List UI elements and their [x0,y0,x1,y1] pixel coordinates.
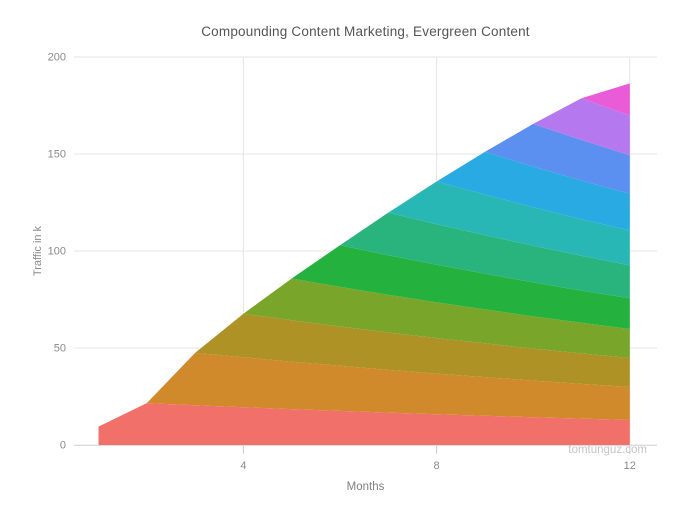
y-tick-label: 100 [48,246,66,258]
x-tick-label: 12 [624,460,636,472]
area-band-cohort-month-3 [195,313,630,387]
area-band-cohort-month-2 [146,352,630,420]
area-band-cohort-month-5 [291,245,630,329]
chart-title: Compounding Content Marketing, Evergreen… [201,24,530,39]
area-band-cohort-month-6 [340,212,630,299]
x-tick-label: 4 [240,460,246,472]
x-axis-title: Months [346,481,385,493]
area-band-cohort-month-11 [581,83,630,116]
area-band-cohort-month-9 [484,123,630,194]
area-band-cohort-month-7 [388,181,630,266]
area-band-cohort-month-1 [98,403,630,445]
y-tick-label: 150 [48,149,66,161]
area-band-cohort-month-4 [243,278,630,359]
y-tick-label: 0 [60,440,66,452]
x-tick-label: 8 [434,460,440,472]
area-band-cohort-month-10 [533,98,630,156]
y-tick-label: 50 [54,343,66,355]
area-band-cohort-month-8 [436,151,630,231]
watermark-text: tomtunguz.com [568,444,647,456]
y-tick-label: 200 [48,52,66,64]
